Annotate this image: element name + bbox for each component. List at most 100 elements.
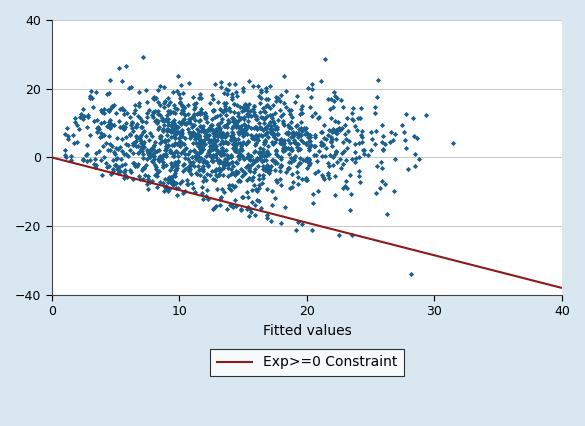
Point — [366, 129, 376, 135]
Point — [174, 135, 184, 142]
Point — [192, 170, 202, 177]
Point — [140, 172, 150, 178]
Point — [298, 220, 307, 227]
Point — [400, 129, 409, 135]
Point — [188, 114, 198, 121]
Point — [259, 127, 268, 134]
Point — [210, 145, 219, 152]
Point — [155, 102, 164, 109]
Point — [163, 176, 173, 182]
Point — [148, 114, 157, 121]
Point — [233, 129, 243, 135]
Point — [204, 162, 213, 169]
Point — [309, 143, 318, 150]
Point — [209, 132, 219, 139]
Point — [318, 153, 327, 159]
Point — [143, 172, 153, 179]
Point — [230, 183, 239, 190]
Point — [218, 131, 227, 138]
Point — [284, 106, 294, 113]
Point — [261, 108, 270, 115]
Point — [356, 131, 366, 138]
Point — [60, 147, 70, 154]
Point — [262, 147, 271, 154]
Point — [201, 160, 211, 167]
Point — [204, 147, 214, 153]
Point — [155, 135, 164, 141]
Point — [219, 90, 229, 97]
Point — [187, 124, 197, 131]
Point — [277, 112, 286, 119]
Point — [271, 147, 280, 154]
Point — [214, 122, 223, 129]
Point — [180, 146, 190, 153]
Point — [239, 87, 248, 94]
Point — [153, 111, 163, 118]
Point — [105, 123, 114, 130]
Point — [238, 138, 247, 145]
Point — [245, 101, 254, 108]
Point — [149, 153, 159, 160]
Point — [246, 153, 255, 159]
Point — [164, 119, 173, 126]
Point — [331, 93, 340, 100]
Point — [136, 146, 146, 153]
Point — [261, 157, 271, 164]
Point — [196, 165, 205, 172]
Point — [288, 113, 297, 120]
Point — [247, 187, 256, 193]
Point — [222, 124, 232, 131]
Point — [388, 137, 398, 144]
Point — [119, 175, 129, 181]
Point — [104, 107, 113, 114]
Point — [208, 106, 218, 113]
Point — [347, 232, 356, 239]
Point — [243, 204, 253, 210]
Point — [223, 87, 232, 94]
Point — [260, 138, 269, 145]
Point — [414, 155, 424, 162]
Point — [143, 149, 153, 156]
Point — [222, 99, 231, 106]
Point — [173, 157, 183, 164]
Point — [265, 164, 274, 170]
Point — [232, 158, 241, 165]
Point — [217, 134, 226, 141]
Point — [179, 116, 188, 123]
Point — [144, 176, 153, 183]
Point — [92, 116, 102, 123]
Point — [221, 157, 230, 164]
Point — [263, 112, 272, 119]
Point — [223, 154, 233, 161]
Point — [227, 134, 236, 141]
Point — [235, 155, 244, 162]
Point — [256, 124, 265, 130]
Point — [106, 124, 115, 131]
Point — [214, 131, 223, 138]
Point — [259, 115, 268, 122]
Point — [171, 128, 181, 135]
Point — [173, 88, 182, 95]
Point — [332, 130, 341, 137]
Point — [173, 192, 182, 199]
Point — [202, 134, 212, 141]
Point — [207, 146, 216, 153]
Point — [209, 129, 219, 135]
Point — [61, 131, 70, 138]
Point — [288, 179, 298, 186]
Point — [177, 119, 186, 126]
Point — [165, 148, 174, 155]
Point — [208, 142, 218, 149]
Point — [222, 106, 231, 113]
Point — [237, 122, 246, 129]
Point — [236, 104, 245, 111]
Point — [260, 115, 269, 121]
Point — [214, 148, 223, 155]
Point — [296, 126, 305, 132]
Point — [148, 158, 157, 165]
Point — [341, 131, 350, 138]
Point — [169, 108, 178, 115]
Point — [252, 140, 261, 147]
Point — [150, 172, 159, 179]
Point — [129, 149, 138, 156]
